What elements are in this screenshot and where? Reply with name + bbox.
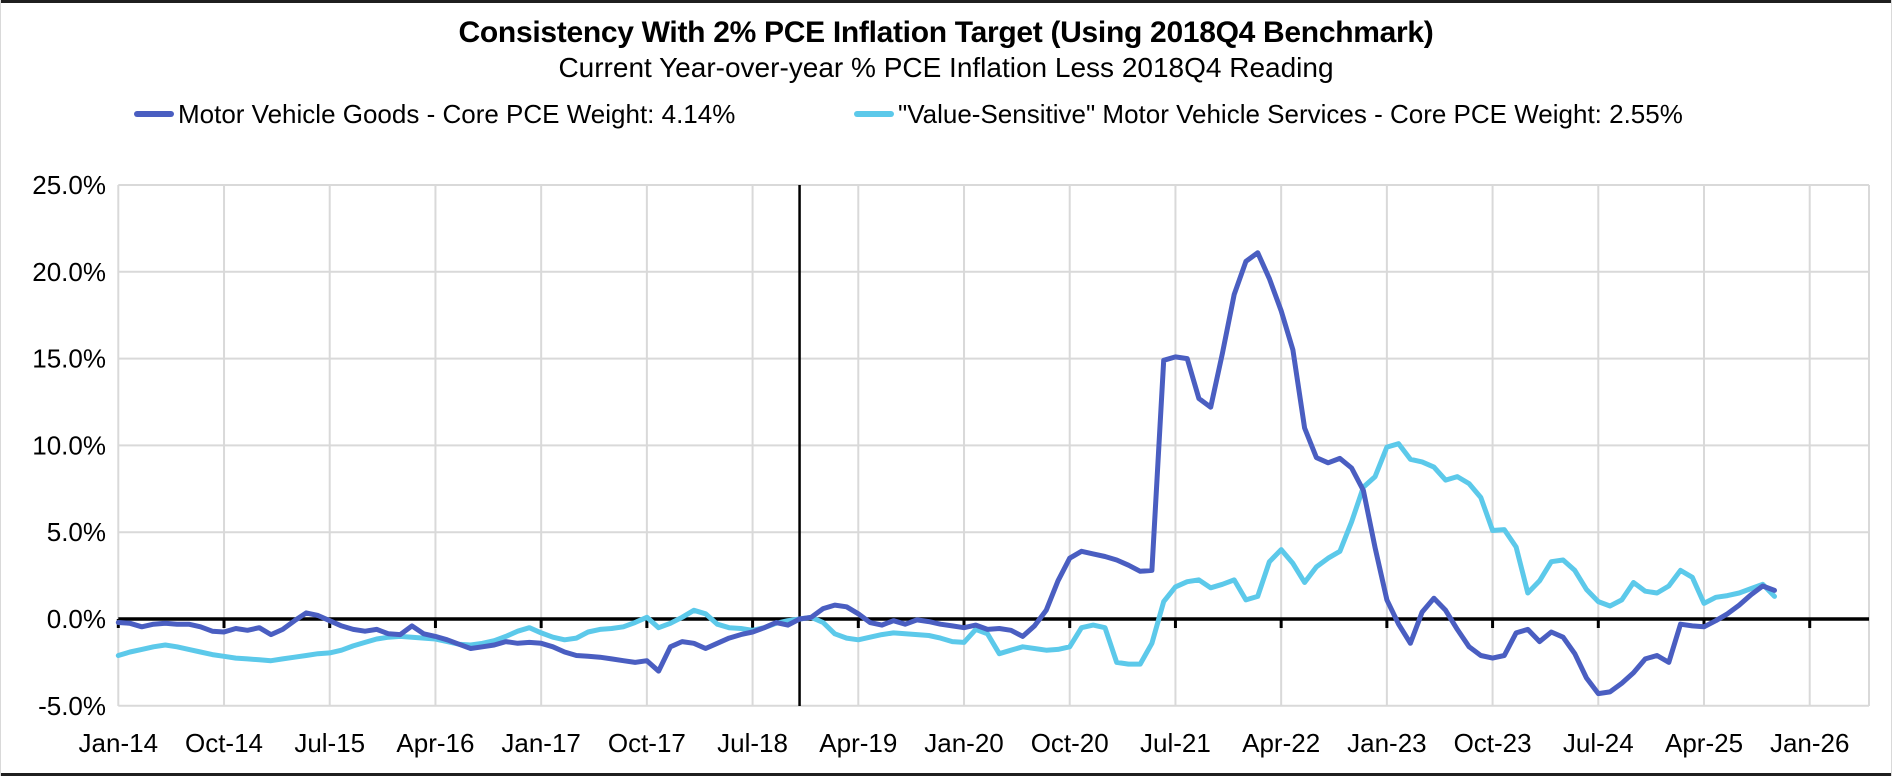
legend-swatch-motor-vehicle-goods	[134, 111, 174, 117]
x-tick-label: Jan-20	[924, 728, 1004, 758]
top-border	[1, 0, 1891, 3]
x-tick-label: Jul-15	[294, 728, 365, 758]
y-tick-label: 20.0%	[32, 257, 106, 287]
series-line-motor-vehicle-goods	[115, 250, 1777, 697]
bottom-border	[1, 773, 1891, 776]
y-tick-label: -5.0%	[38, 691, 106, 721]
y-tick-label: 0.0%	[47, 604, 106, 634]
x-tick-label: Oct-17	[608, 728, 686, 758]
x-tick-label: Oct-23	[1454, 728, 1532, 758]
legend-label-motor-vehicle-goods: Motor Vehicle Goods - Core PCE Weight: 4…	[178, 98, 736, 129]
x-tick-label: Jan-26	[1770, 728, 1850, 758]
chart-title: Consistency With 2% PCE Inflation Target…	[458, 16, 1434, 49]
x-tick-label: Jul-21	[1140, 728, 1211, 758]
x-tick-label: Apr-16	[396, 728, 474, 758]
x-tick-label: Jan-23	[1347, 728, 1427, 758]
x-tick-label: Jan-14	[79, 728, 159, 758]
x-tick-label: Apr-25	[1665, 728, 1743, 758]
x-tick-label: Oct-20	[1031, 728, 1109, 758]
legend-item-motor-vehicle-goods: Motor Vehicle Goods - Core PCE Weight: 4…	[134, 98, 735, 130]
y-tick-label: 5.0%	[47, 517, 106, 547]
y-tick-label: 25.0%	[32, 170, 106, 200]
y-tick-label: 10.0%	[32, 430, 106, 460]
x-tick-label: Jan-17	[501, 728, 581, 758]
y-tick-label: 15.0%	[32, 344, 106, 374]
x-tick-label: Apr-19	[819, 728, 897, 758]
x-tick-label: Jul-18	[717, 728, 788, 758]
x-tick-label: Jul-24	[1563, 728, 1634, 758]
x-tick-label: Oct-14	[185, 728, 263, 758]
legend-swatch-value-sensitive-services	[854, 111, 894, 117]
series-line-value-sensitive-services	[115, 441, 1777, 667]
chart-subtitle: Current Year-over-year % PCE Inflation L…	[558, 52, 1334, 83]
legend-label-value-sensitive-services: "Value-Sensitive" Motor Vehicle Services…	[898, 98, 1683, 129]
x-tick-label: Apr-22	[1242, 728, 1320, 758]
legend-item-value-sensitive-services: "Value-Sensitive" Motor Vehicle Services…	[854, 98, 1683, 130]
